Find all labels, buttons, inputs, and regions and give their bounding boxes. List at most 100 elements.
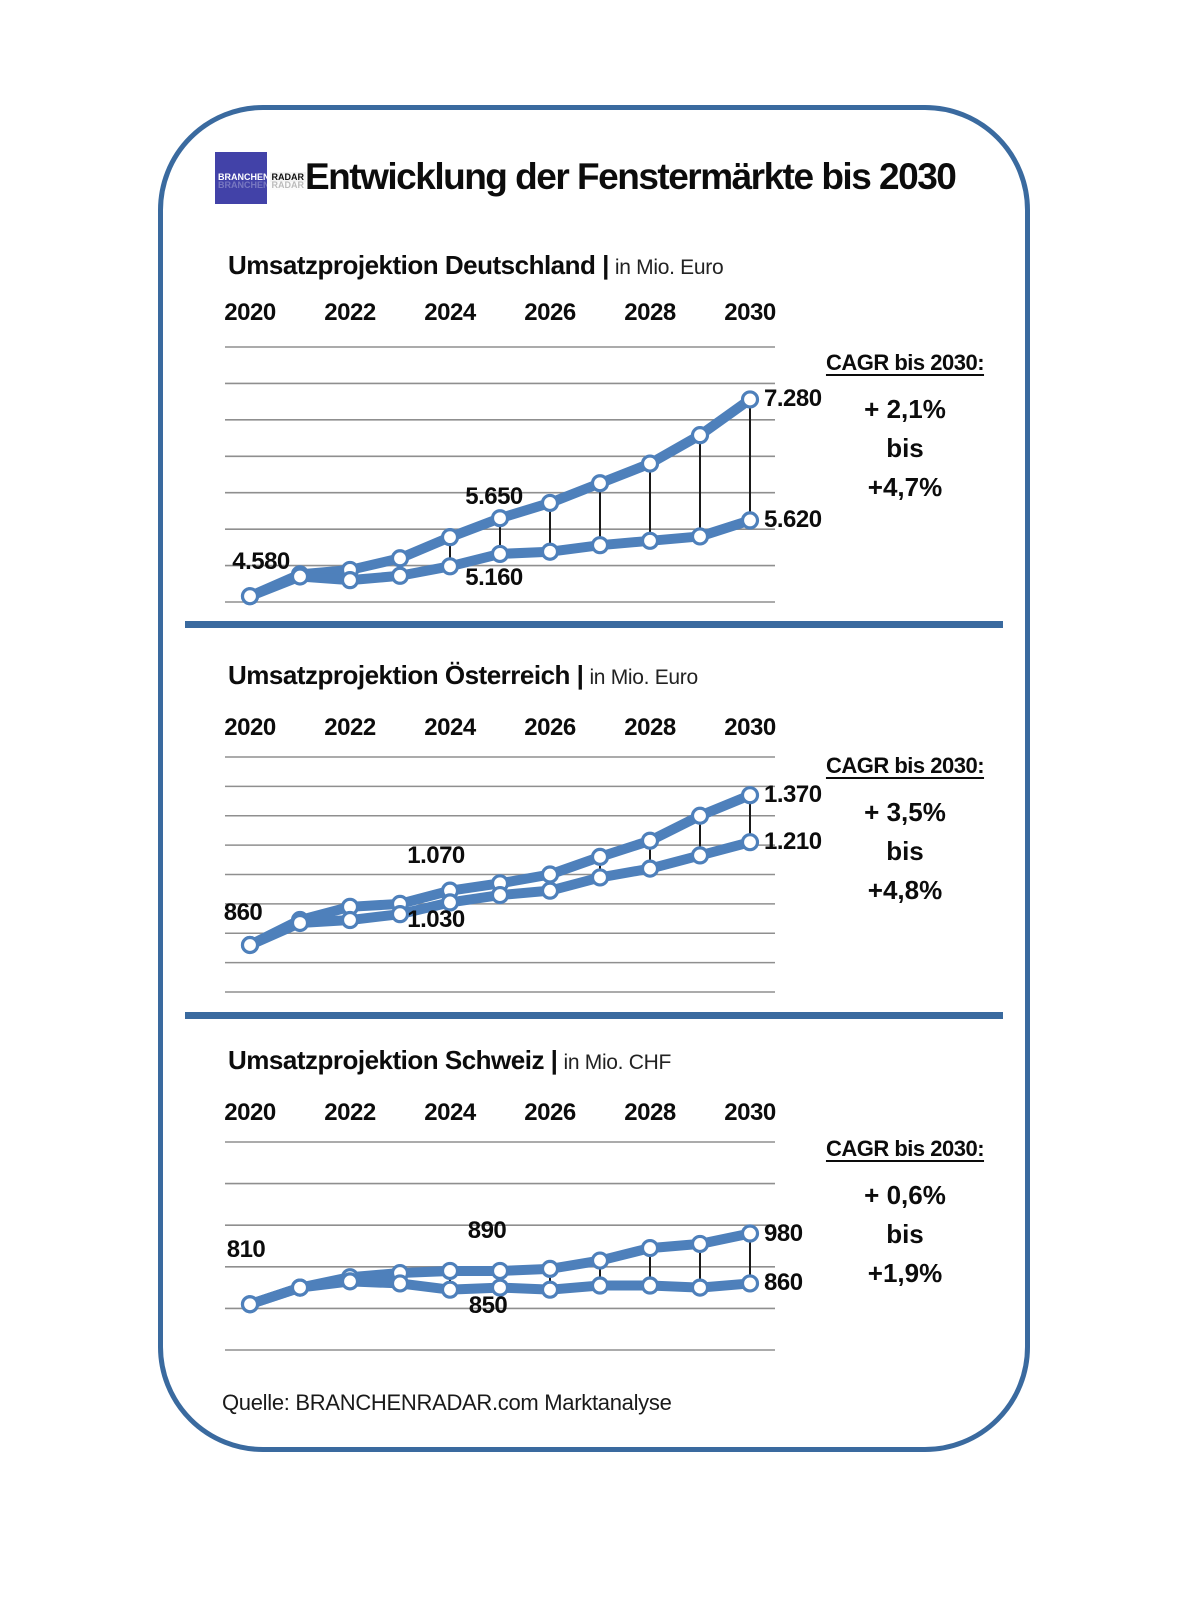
data-point-marker bbox=[690, 846, 710, 865]
logo-wordmark-ghost: BRANCHEN RADAR bbox=[218, 180, 306, 190]
data-point-marker bbox=[390, 549, 410, 568]
data-point-marker bbox=[490, 885, 510, 905]
data-point-marker bbox=[490, 1278, 510, 1297]
data-point-marker bbox=[440, 1280, 460, 1299]
x-axis-tick-label: 2020 bbox=[224, 714, 276, 741]
data-point-marker bbox=[690, 1278, 710, 1297]
data-value-label: 850 bbox=[468, 1291, 508, 1319]
cagr-max: +4,7% bbox=[867, 472, 943, 502]
x-axis-tick-label: 2028 bbox=[624, 299, 676, 326]
x-axis-tick-label: 2026 bbox=[524, 299, 576, 326]
data-point-marker bbox=[540, 1280, 560, 1299]
data-point-marker bbox=[740, 1274, 760, 1293]
cagr-heading: CAGR bis 2030: bbox=[825, 1136, 985, 1161]
data-value-label: 5.160 bbox=[465, 563, 523, 591]
rounded-border-frame bbox=[158, 105, 1030, 1452]
x-axis-tick-label: 2024 bbox=[424, 714, 476, 741]
data-value-label: 1.370 bbox=[764, 781, 822, 809]
section-divider bbox=[185, 621, 1003, 628]
data-point-marker bbox=[490, 1261, 510, 1281]
data-point-marker bbox=[740, 511, 760, 530]
x-axis-tick-label: 2026 bbox=[524, 714, 576, 741]
x-axis-tick-label: 2028 bbox=[624, 1099, 676, 1126]
section-title-schweiz: Umsatzprojektion Schweiz | in Mio. CHF bbox=[228, 1045, 672, 1075]
logo-wordmark: BRANCHEN RADAR bbox=[218, 171, 306, 183]
data-point-marker bbox=[390, 905, 410, 924]
data-point-marker bbox=[540, 493, 560, 513]
section-divider bbox=[185, 1012, 1003, 1019]
cagr-min: + 2,1% bbox=[864, 394, 946, 424]
data-point-marker bbox=[590, 536, 610, 555]
data-point-marker bbox=[240, 1295, 260, 1314]
x-axis-tick-label: 2028 bbox=[624, 714, 676, 741]
data-point-marker bbox=[690, 527, 710, 546]
data-point-marker bbox=[240, 935, 260, 955]
data-point-marker bbox=[740, 786, 760, 805]
data-point-marker bbox=[440, 557, 460, 576]
data-point-marker bbox=[690, 806, 710, 825]
data-value-label: 980 bbox=[764, 1219, 803, 1247]
data-point-marker bbox=[290, 913, 310, 933]
data-point-marker bbox=[390, 566, 410, 585]
data-value-label: 1.070 bbox=[407, 842, 465, 870]
data-value-label: 5.650 bbox=[465, 483, 523, 511]
source-note: Quelle: BRANCHENRADAR.com Marktanalyse bbox=[222, 1390, 672, 1415]
data-point-marker bbox=[490, 509, 510, 528]
data-point-marker bbox=[640, 1276, 660, 1295]
logo-text-primary: BRANCHEN bbox=[218, 172, 270, 182]
data-point-marker bbox=[690, 426, 710, 445]
data-point-marker bbox=[440, 1261, 460, 1281]
data-point-marker bbox=[640, 1238, 660, 1258]
data-point-marker bbox=[740, 833, 760, 852]
cagr-max: +4,8% bbox=[867, 875, 943, 905]
x-axis-tick-label: 2022 bbox=[324, 714, 376, 741]
cagr-block-schweiz: CAGR bis 2030: + 0,6% bis +1,9% bbox=[800, 1136, 1010, 1293]
cagr-block-deutschland: CAGR bis 2030: + 2,1% bis +4,7% bbox=[800, 350, 1010, 507]
data-value-label: 810 bbox=[226, 1236, 266, 1264]
cagr-heading: CAGR bis 2030: bbox=[825, 350, 985, 375]
data-point-marker bbox=[640, 531, 660, 550]
x-axis-tick-label: 2030 bbox=[724, 1099, 776, 1126]
data-point-marker bbox=[540, 865, 560, 884]
logo-text-secondary: RADAR bbox=[269, 172, 306, 182]
cagr-bis: bis bbox=[886, 836, 924, 866]
data-value-label: 860 bbox=[764, 1269, 803, 1297]
section-title-oesterreich: Umsatzprojektion Österreich | in Mio. Eur… bbox=[228, 660, 698, 690]
data-point-marker bbox=[340, 571, 360, 590]
cagr-min: + 3,5% bbox=[864, 797, 946, 827]
data-value-label: 1.210 bbox=[764, 828, 822, 856]
data-point-marker bbox=[740, 390, 760, 409]
data-value-label: 860 bbox=[223, 899, 263, 926]
x-axis-tick-label: 2024 bbox=[424, 299, 476, 326]
data-point-marker bbox=[240, 587, 260, 606]
x-axis-tick-label: 2024 bbox=[424, 1099, 476, 1126]
cagr-heading: CAGR bis 2030: bbox=[825, 753, 985, 778]
data-point-marker bbox=[590, 1251, 610, 1270]
data-point-marker bbox=[740, 1224, 760, 1243]
page-title: Entwicklung der Fenstermärkte bis 2030 bbox=[305, 156, 957, 197]
data-point-marker bbox=[640, 831, 660, 850]
data-point-marker bbox=[640, 454, 660, 473]
x-axis-tick-label: 2030 bbox=[724, 714, 776, 741]
data-point-marker bbox=[690, 1234, 710, 1254]
cagr-bis: bis bbox=[886, 1219, 924, 1249]
data-value-label: 1.030 bbox=[407, 906, 465, 934]
cagr-max: +1,9% bbox=[867, 1258, 943, 1288]
cagr-block-oesterreich: CAGR bis 2030: + 3,5% bis +4,8% bbox=[800, 753, 1010, 910]
x-axis-tick-label: 2022 bbox=[324, 1099, 376, 1126]
x-axis-tick-label: 2020 bbox=[224, 299, 276, 326]
data-point-marker bbox=[540, 1259, 560, 1278]
data-point-marker bbox=[440, 528, 460, 547]
x-axis-tick-label: 2022 bbox=[324, 299, 376, 326]
data-value-label: 5.620 bbox=[764, 506, 822, 534]
data-point-marker bbox=[290, 567, 310, 586]
data-point-marker bbox=[340, 910, 360, 930]
data-point-marker bbox=[590, 1276, 610, 1295]
x-axis-tick-label: 2020 bbox=[224, 1099, 276, 1126]
data-point-marker bbox=[590, 868, 610, 887]
cagr-bis: bis bbox=[886, 433, 924, 463]
cagr-min: + 0,6% bbox=[864, 1180, 946, 1210]
data-point-marker bbox=[540, 881, 560, 900]
